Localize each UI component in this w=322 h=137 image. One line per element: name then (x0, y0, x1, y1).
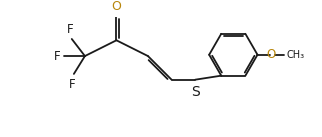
Text: F: F (54, 50, 61, 63)
Text: CH₃: CH₃ (287, 50, 305, 60)
Text: O: O (267, 48, 276, 61)
Text: F: F (69, 78, 76, 91)
Text: S: S (191, 85, 200, 99)
Text: F: F (67, 23, 74, 36)
Text: O: O (111, 1, 121, 14)
